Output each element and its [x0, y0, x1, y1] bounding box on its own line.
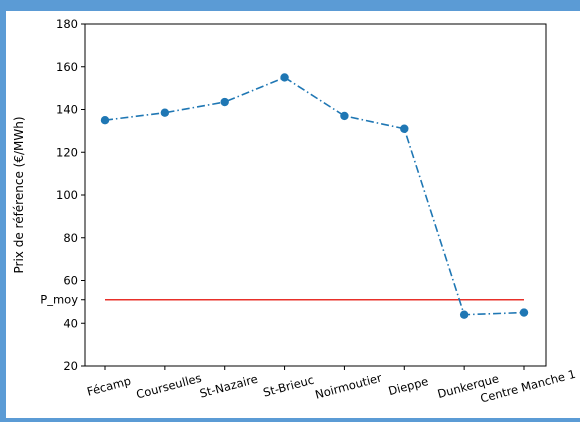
data-point: [100, 115, 110, 125]
data-point: [160, 108, 170, 117]
data-point: [220, 97, 229, 107]
y-tick-label: 80: [63, 231, 78, 245]
y-tick-label: 40: [63, 316, 78, 330]
series-line: [104, 76, 525, 316]
x-tick-label: St-Nazaire: [198, 372, 259, 401]
plot-area-frame: [84, 23, 547, 367]
y-tick-label: 140: [56, 103, 78, 117]
reference-line-group: P_moy: [40, 293, 524, 307]
x-tick-label: Fécamp: [85, 374, 132, 399]
data-point: [519, 308, 529, 317]
y-tick-label: 20: [63, 359, 78, 373]
y-tick-label: 100: [56, 188, 78, 202]
y-axis-label: Prix de référence (€/MWh): [12, 116, 26, 273]
y-axis: 20 40 60 80 100 120 140 160 180: [56, 17, 85, 373]
x-tick-label: Noirmoutier: [314, 370, 384, 401]
series-group: [100, 73, 529, 319]
data-point: [340, 111, 349, 121]
reference-line-label: P_moy: [40, 293, 78, 307]
y-tick-label: 160: [56, 60, 78, 74]
data-point: [400, 124, 409, 133]
data-point: [280, 73, 289, 82]
data-point: [459, 310, 469, 319]
y-tick-label: 180: [56, 17, 78, 31]
y-tick-label: 120: [56, 145, 78, 159]
x-tick-label: Courseulles: [135, 371, 203, 402]
x-tick-label: St-Brieuc: [262, 373, 316, 400]
y-tick-label: 60: [63, 274, 78, 288]
x-tick-label: Dieppe: [387, 374, 430, 398]
line-chart: 20 40 60 80 100 120 140 160 180 Fécamp Courseulle…: [12, 17, 577, 406]
figure: 20 40 60 80 100 120 140 160 180 Fécamp Courseulle…: [6, 11, 580, 418]
